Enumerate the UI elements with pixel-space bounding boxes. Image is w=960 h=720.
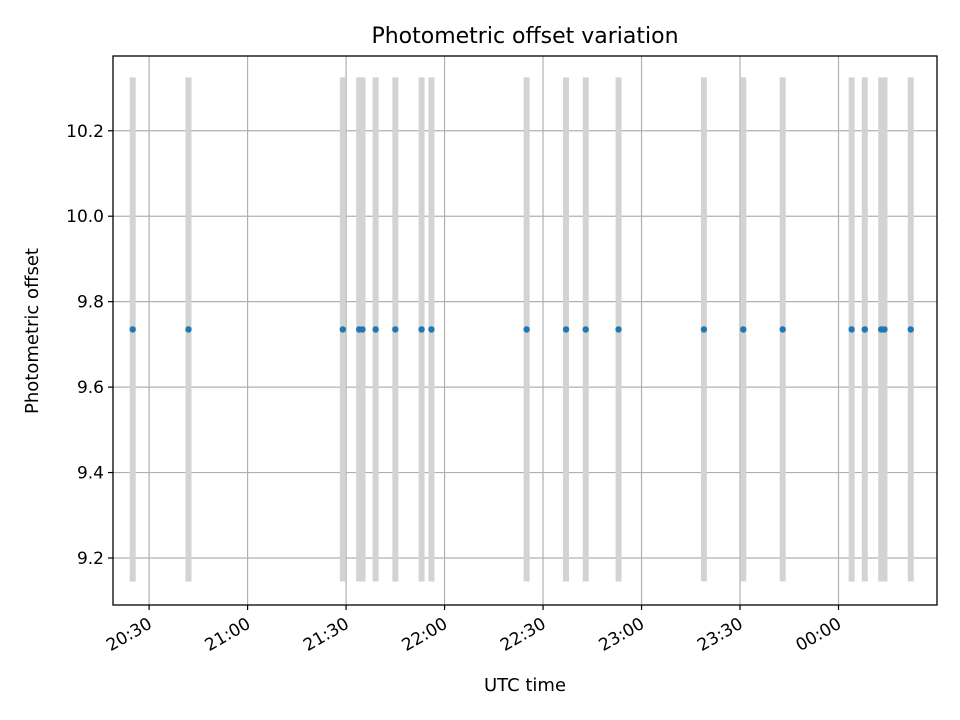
- x-tick-label: 23:00: [596, 614, 648, 656]
- x-tick-label: 20:30: [103, 614, 155, 656]
- data-point: [861, 326, 868, 333]
- data-point: [392, 326, 399, 333]
- data-point: [881, 326, 888, 333]
- data-point: [615, 326, 622, 333]
- data-point: [582, 326, 589, 333]
- data-point: [372, 326, 379, 333]
- data-points: [129, 326, 914, 333]
- x-tick-label: 21:30: [300, 614, 352, 656]
- y-tick-label: 10.0: [66, 207, 104, 227]
- data-point: [428, 326, 435, 333]
- x-tick-label: 21:00: [202, 614, 254, 656]
- data-point: [523, 326, 530, 333]
- data-point: [848, 326, 855, 333]
- exposure-bars: [129, 77, 914, 582]
- x-axis-label: UTC time: [484, 675, 566, 696]
- x-tick-label: 22:30: [497, 614, 549, 656]
- data-point: [740, 326, 747, 333]
- data-point: [418, 326, 425, 333]
- data-point: [907, 326, 914, 333]
- data-point: [185, 326, 192, 333]
- data-point: [359, 326, 366, 333]
- data-point: [779, 326, 786, 333]
- x-axis-ticks: 20:30 21:00 21:30 22:00 22:30 23:00 23:30 00:00: [103, 605, 845, 656]
- data-point: [700, 326, 708, 333]
- y-axis-ticks: 9.2 9.4 9.6 9.8 10.0 10.2: [66, 122, 113, 569]
- x-tick-label: 22:00: [399, 614, 451, 656]
- data-point: [562, 326, 570, 333]
- plot-frame: [112, 55, 938, 606]
- y-axis-label: Photometric offset: [22, 248, 43, 414]
- y-tick-label: 9.6: [77, 378, 104, 398]
- y-tick-label: 9.4: [77, 464, 104, 484]
- x-tick-label: 23:30: [694, 614, 746, 656]
- y-tick-label: 9.2: [77, 549, 104, 569]
- y-tick-label: 10.2: [66, 122, 104, 142]
- x-tick-label: 00:00: [793, 614, 845, 656]
- data-point: [339, 326, 347, 333]
- data-point: [129, 326, 136, 333]
- chart-title: Photometric offset variation: [371, 24, 678, 49]
- y-tick-label: 9.8: [77, 293, 104, 313]
